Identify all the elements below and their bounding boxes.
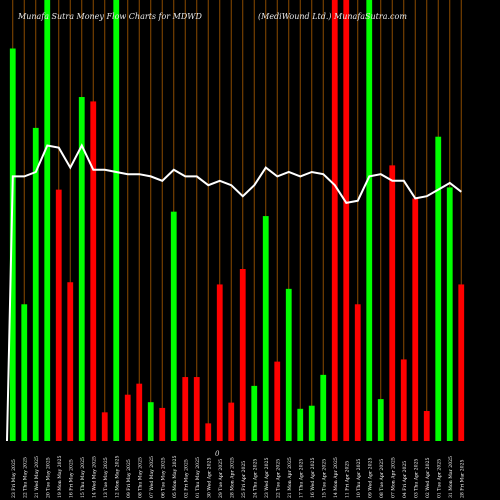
bar (216, 284, 223, 441)
x-tick-label: 14 Wed May 2025 (91, 456, 97, 498)
bar-series (9, 0, 465, 442)
baseline-zero-label: 0 (215, 450, 220, 458)
x-tick-label: 06 Tue May 2025 (160, 457, 166, 498)
bar (136, 383, 143, 441)
bar (366, 0, 373, 441)
x-tick-label: 03 Thu Apr 2025 (413, 459, 419, 498)
x-tick-label: 22 Tue Apr 2025 (275, 459, 281, 498)
x-tick-label: 13 Tue May 2025 (103, 457, 109, 498)
x-tick-labels: 0 23 Fri May 2025 22 Thu May 2025 21 Wed Ma… (11, 450, 466, 498)
x-tick-label: 08 Thu May 2025 (137, 457, 143, 498)
bar (67, 282, 74, 441)
x-tick-label: 28 Fri Mar 2025 (459, 460, 465, 498)
bar (78, 97, 85, 442)
bar (9, 48, 16, 441)
bar (32, 127, 39, 441)
x-tick-label: 20 Tue May 2025 (45, 457, 51, 498)
x-tick-label: 25 Fri Apr 2025 (241, 461, 247, 498)
x-tick-label: 29 Tue Apr 2025 (218, 459, 224, 498)
bar (435, 136, 442, 441)
bar (170, 211, 177, 441)
bar (251, 385, 258, 441)
bar (458, 284, 465, 441)
bar (147, 402, 154, 441)
bar (55, 189, 62, 441)
x-tick-label: 05 Mon May 2025 (172, 456, 178, 498)
bar (193, 377, 200, 441)
bar (101, 412, 108, 441)
x-tick-label: 24 Thu Apr 2025 (252, 459, 258, 498)
x-tick-label: 21 Mon Apr 2025 (287, 457, 293, 498)
bar (389, 165, 396, 441)
x-tick-label: 30 Wed Apr 2025 (206, 458, 212, 498)
x-tick-label: 14 Mon Apr 2025 (333, 457, 339, 498)
bar (343, 0, 350, 441)
x-tick-label: 09 Wed Apr 2025 (367, 458, 373, 498)
x-tick-label: 07 Wed May 2025 (149, 456, 155, 498)
x-tick-label: 01 Tue Apr 2025 (436, 459, 442, 498)
x-tick-label: 11 Fri Apr 2025 (344, 461, 350, 498)
x-tick-label: 15 Thu May 2025 (80, 457, 86, 498)
bar (446, 187, 453, 441)
bar (274, 361, 281, 441)
bar (21, 304, 28, 441)
x-tick-label: 23 Fri May 2025 (11, 459, 17, 498)
x-tick-label: 22 Thu May 2025 (22, 457, 28, 498)
bar (182, 377, 189, 441)
bar (423, 411, 430, 441)
bar (124, 394, 131, 441)
bar (331, 0, 338, 441)
bar (308, 405, 315, 441)
bar (239, 269, 246, 441)
x-tick-label: 08 Tue Apr 2025 (379, 459, 385, 498)
bar (262, 216, 269, 441)
money-flow-line (6, 143, 462, 442)
x-tick-label: 21 Wed May 2025 (34, 456, 40, 498)
x-tick-label: 12 Mon May 2025 (114, 456, 120, 498)
bar (205, 423, 212, 441)
bar (228, 402, 235, 441)
bar (44, 0, 51, 441)
x-tick-label: 10 Thu Apr 2025 (356, 459, 362, 498)
x-tick-label: 09 Fri May 2025 (126, 459, 132, 498)
bar (320, 374, 327, 441)
x-tick-label: 02 Wed Apr 2025 (425, 458, 431, 498)
bar (159, 407, 166, 441)
bar (285, 288, 292, 441)
x-tick-label: 17 Thu Apr 2025 (298, 459, 304, 498)
x-tick-label: 02 Fri May 2025 (183, 459, 189, 498)
bar (354, 304, 361, 441)
bar (377, 399, 384, 441)
x-tick-label: 07 Mon Apr 2025 (390, 457, 396, 498)
x-tick-label: 16 Fri May 2025 (68, 459, 74, 498)
x-tick-label: 28 Mon Apr 2025 (229, 457, 235, 498)
x-tick-label: 23 Wed Apr 2025 (264, 458, 270, 498)
bar (113, 0, 120, 441)
x-tick-label: 16 Wed Apr 2025 (310, 458, 316, 498)
chart-title-right: (MediWound Ltd.) MunafaSutra.com (258, 12, 407, 21)
x-tick-label: 04 Fri Apr 2025 (402, 461, 408, 498)
bar (90, 101, 97, 442)
money-flow-line-series (6, 143, 462, 442)
x-tick-label: 31 Mon Mar 2025 (448, 456, 454, 498)
x-tick-label: 15 Tue Apr 2025 (321, 459, 327, 498)
chart-title-left: Munafa Sutra Money Flow Charts for MDWD (18, 12, 202, 21)
x-tick-label: 01 Thu May 2025 (195, 457, 201, 498)
x-tick-label: 19 Mon May 2025 (57, 456, 63, 498)
bar (412, 198, 419, 441)
bar (400, 359, 407, 441)
bar (297, 408, 304, 441)
